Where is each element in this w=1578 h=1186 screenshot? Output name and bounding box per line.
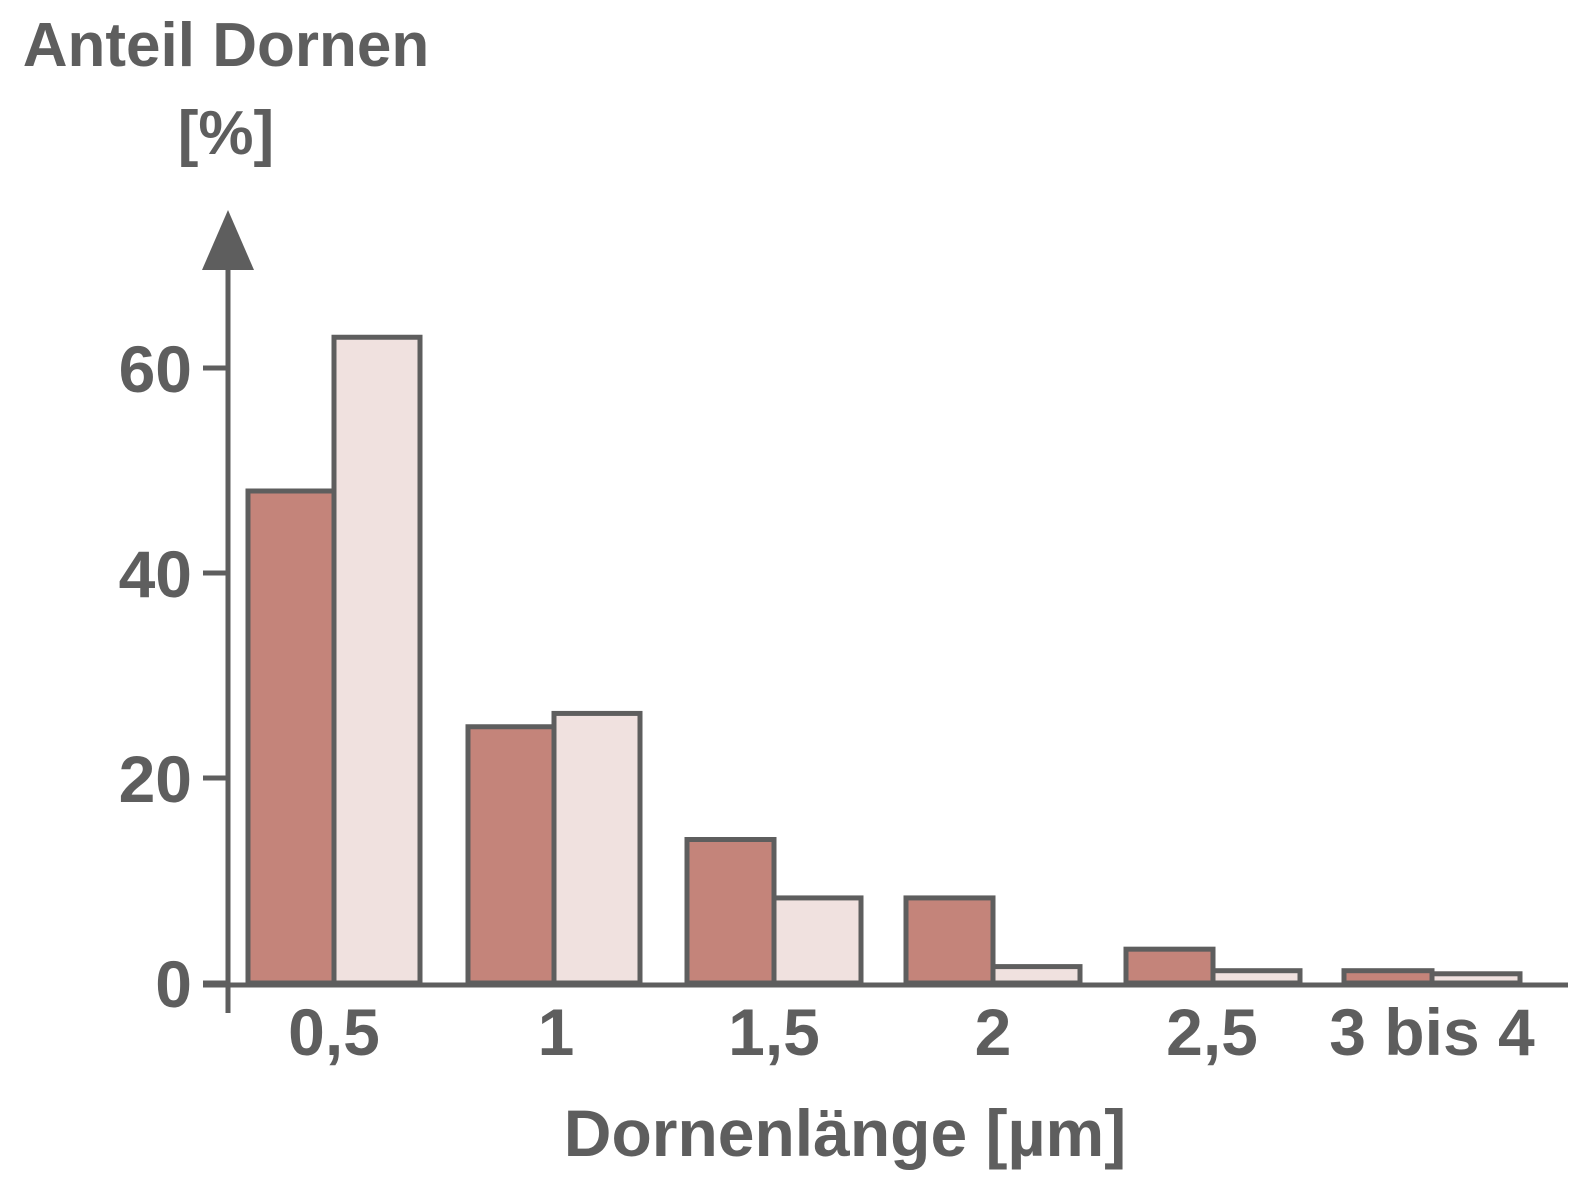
x-tick-label: 0,5 (288, 995, 380, 1069)
x-tick-label: 1,5 (728, 995, 820, 1069)
y-axis-label-line-2: [%] (178, 99, 274, 168)
x-tick-label: 1 (538, 995, 575, 1069)
y-tick-label: 0 (155, 947, 192, 1021)
y-ticks: 0 20 40 60 (119, 332, 228, 1021)
y-axis-arrow-icon (202, 210, 254, 270)
y-tick-label: 20 (119, 742, 192, 816)
bar-2-5 (1210, 968, 1303, 986)
bar-1-2 (465, 724, 557, 986)
y-axis-label-line-1: Anteil Dornen (23, 11, 429, 80)
y-tick-label: 60 (119, 332, 192, 406)
y-tick-label: 40 (119, 537, 192, 611)
x-tick-labels: 0,5 1 1,5 2 2,5 3 bis 4 (288, 995, 1535, 1069)
bar-1-4 (903, 895, 996, 986)
x-axis-label: Dornenlänge [µm] (564, 1096, 1126, 1170)
bars-group (245, 334, 1523, 986)
bar-2-2 (551, 710, 643, 986)
bar-1-5 (1123, 946, 1216, 986)
x-tick-label: 2 (975, 995, 1012, 1069)
x-tick-label: 3 bis 4 (1329, 995, 1535, 1069)
x-tick-label: 2,5 (1166, 995, 1258, 1069)
bar-1-1 (245, 488, 337, 986)
bar-2-1 (331, 334, 423, 986)
bar-1-3 (684, 837, 777, 986)
bar-1-6 (1341, 968, 1435, 986)
bar-2-3 (771, 895, 864, 986)
bar-2-6 (1429, 971, 1523, 986)
bar-2-4 (990, 964, 1083, 986)
